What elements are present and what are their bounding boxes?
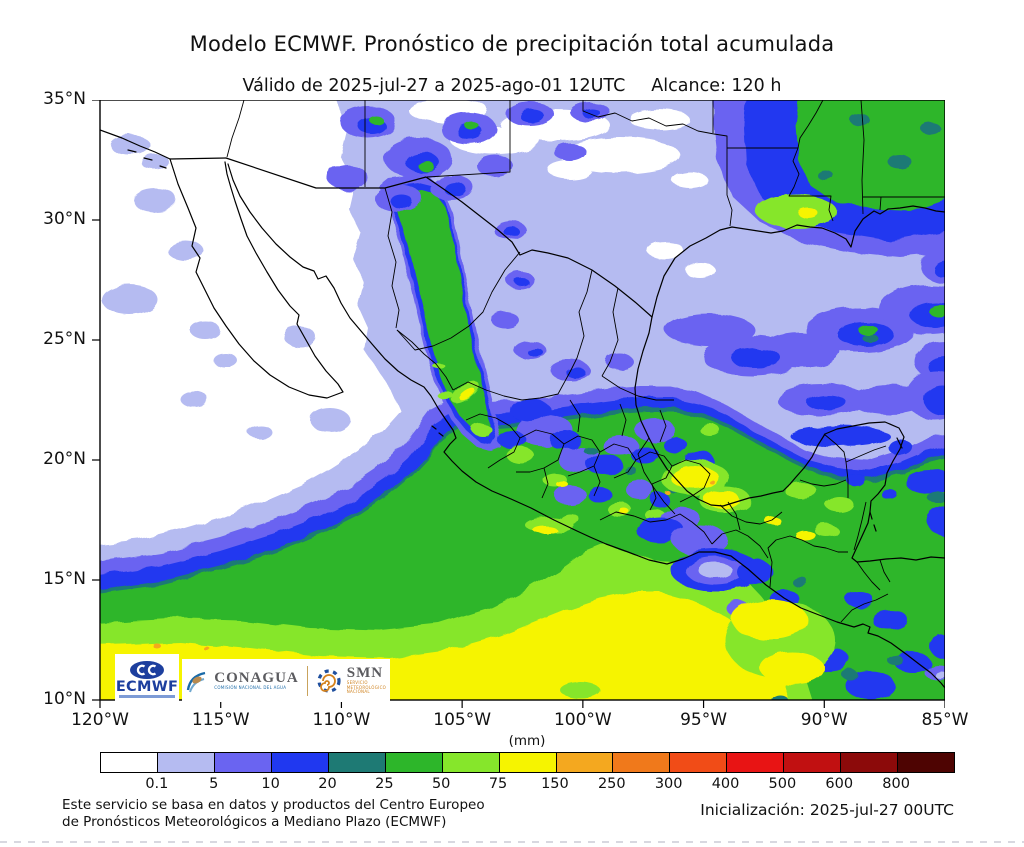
ecmwf-logo: ECMWF (115, 654, 179, 704)
colorbar-segment (841, 753, 899, 772)
lon-tick-label: 110°W (312, 710, 371, 730)
subtitle-forecast-range: Alcance: 120 h (651, 76, 782, 96)
colorbar-segment (727, 753, 785, 772)
precipitation-map (92, 100, 945, 708)
page-title: Modelo ECMWF. Pronóstico de precipitació… (189, 32, 835, 56)
lon-tick-label: 100°W (553, 710, 612, 730)
colorbar-tick-label: 600 (825, 776, 854, 792)
colorbar (100, 752, 955, 773)
colorbar-tick-label: 500 (768, 776, 797, 792)
axis-ticks (92, 100, 945, 708)
smn-logo-text: SMN SERVICIO METEOROLÓGICO NACIONAL (346, 665, 387, 695)
longitude-axis: 120°W 115°W 110°W 105°W 100°W 95°W 90°W 85°W (71, 710, 968, 734)
colorbar-tick-label: 400 (711, 776, 740, 792)
colorbar-segment (442, 753, 500, 772)
logo-divider (306, 665, 308, 696)
lon-tick-label: 120°W (71, 710, 129, 730)
colorbar-segment (271, 753, 329, 772)
smn-logo-icon (317, 668, 341, 693)
colorbar-tick-label: 25 (375, 776, 394, 792)
colorbar-tick-label: 800 (882, 776, 910, 792)
lat-tick-label: 20°N (43, 449, 86, 469)
bottom-dashed-line (0, 841, 1024, 843)
footer-disclaimer-line2: de Pronósticos Meteorológicos a Mediano … (62, 814, 447, 830)
colorbar-tick-label: 5 (209, 776, 219, 792)
lat-tick-label: 35°N (43, 89, 86, 109)
conagua-logo-text: CONAGUA COMISIÓN NACIONAL DEL AGUA (214, 669, 299, 690)
lat-tick-label: 10°N (43, 689, 86, 709)
precipitation-field (100, 100, 945, 700)
coastlines-and-borders (100, 129, 945, 689)
ecmwf-logo-icon (130, 661, 164, 679)
map-frame (92, 100, 945, 708)
colorbar-segment (385, 753, 443, 772)
lon-tick-label: 90°W (800, 710, 848, 730)
colorbar-tick-label: 150 (541, 776, 569, 792)
colorbar-segment (898, 753, 955, 772)
colorbar-tick-label: 10 (261, 776, 280, 792)
colorbar-units-label: (mm) (508, 733, 546, 749)
lon-tick-label: 115°W (191, 710, 250, 730)
colorbar-segment (328, 753, 386, 772)
ecmwf-logo-text: ECMWF (115, 679, 179, 695)
colorbar-tick-label: 20 (318, 776, 337, 792)
colorbar-segment (613, 753, 671, 772)
lon-tick-label: 105°W (433, 710, 492, 730)
colorbar-tick-label: 50 (431, 776, 451, 792)
footer-disclaimer-line1: Este servicio se basa en datos y product… (62, 797, 485, 813)
colorbar-tick-label: 250 (597, 776, 626, 792)
colorbar-segment (784, 753, 842, 772)
lon-tick-label: 95°W (680, 710, 728, 730)
colorbar-segment (214, 753, 272, 772)
colorbar-segment (670, 753, 728, 772)
initialization-label: Inicialización: 2025-jul-27 00UTC (700, 801, 954, 819)
conagua-smn-logo: CONAGUA COMISIÓN NACIONAL DEL AGUA SMN S… (182, 659, 390, 702)
colorbar-tick-label: 300 (654, 776, 683, 792)
colorbar-tick-labels: 0.1 5 10 20 25 50 75 150 250 300 400 500 600 800 (100, 776, 955, 794)
ecmwf-logo-subline (119, 695, 175, 698)
footer-disclaimer: Este servicio se basa en datos y product… (62, 797, 485, 831)
subtitle-valid-range: Válido de 2025-jul-27 a 2025-ago-01 12UT… (242, 76, 626, 96)
lat-tick-label: 30°N (43, 209, 86, 229)
colorbar-segment (556, 753, 614, 772)
colorbar-segment (101, 753, 158, 772)
conagua-logo-icon (187, 671, 206, 692)
colorbar-tick-label: 0.1 (145, 776, 169, 792)
colorbar-segment (157, 753, 215, 772)
colorbar-segment (499, 753, 557, 772)
colorbar-tick-label: 75 (488, 776, 508, 792)
lon-tick-label: 85°W (921, 710, 969, 730)
lat-tick-label: 15°N (43, 569, 86, 589)
page-subtitle: Válido de 2025-jul-27 a 2025-ago-01 12UT… (0, 76, 1024, 96)
lat-tick-label: 25°N (43, 329, 86, 349)
state-borders (226, 100, 945, 623)
latitude-axis: 35°N 30°N 25°N 20°N 15°N 10°N (0, 0, 86, 847)
